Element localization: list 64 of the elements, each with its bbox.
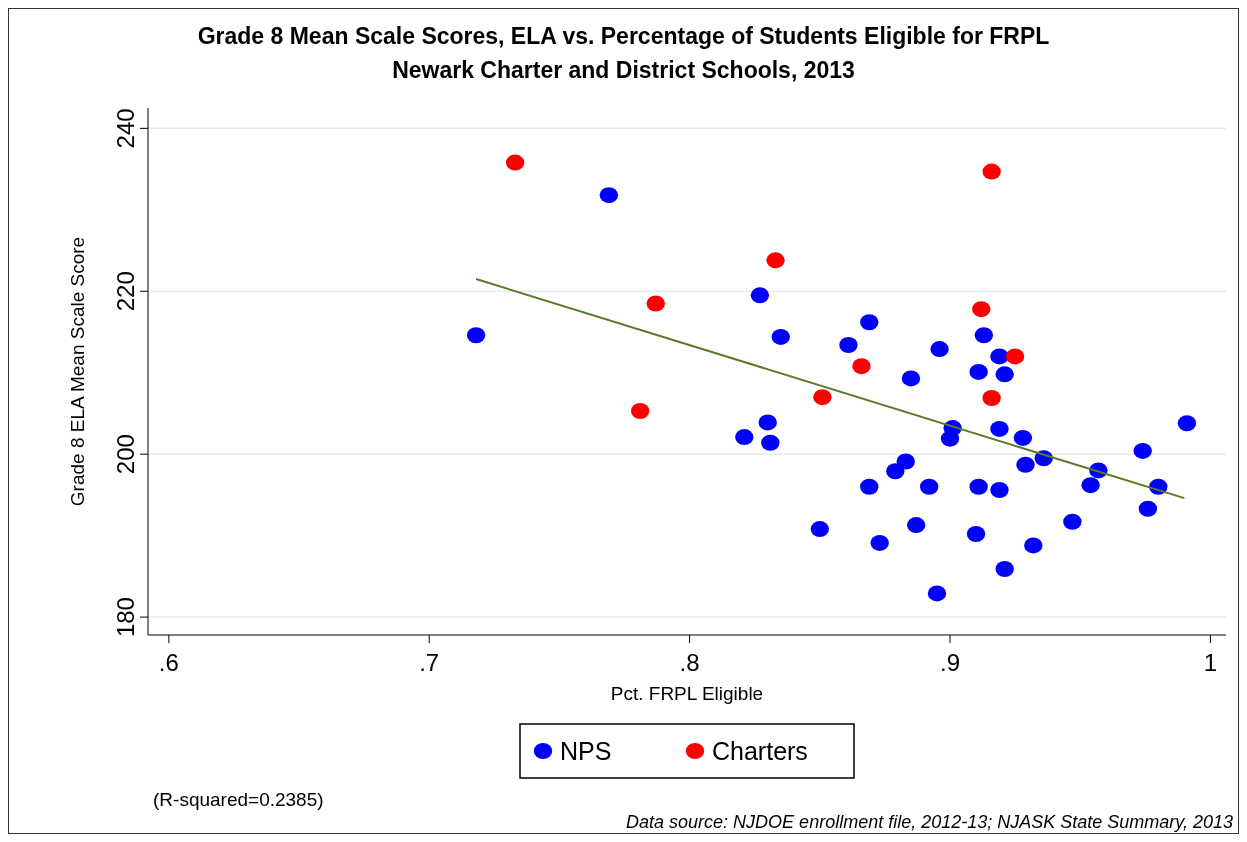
point bbox=[1005, 348, 1025, 365]
point bbox=[1013, 429, 1033, 446]
point bbox=[771, 328, 790, 345]
point bbox=[982, 389, 1001, 406]
x-tick-label: 1 bbox=[1203, 649, 1218, 676]
point bbox=[966, 526, 986, 542]
point bbox=[995, 561, 1014, 578]
text: (R-squared=0.2385) bbox=[153, 789, 324, 810]
point bbox=[1024, 537, 1043, 554]
chart-subtitle: Newark Charter and District Schools, 2013 bbox=[392, 57, 855, 83]
y-tick-label: 240 bbox=[112, 108, 139, 149]
point bbox=[839, 337, 858, 354]
point bbox=[982, 163, 1001, 180]
point bbox=[766, 252, 785, 269]
point bbox=[735, 429, 754, 446]
point bbox=[1177, 415, 1197, 432]
point bbox=[1063, 513, 1082, 530]
x-tick-label: .6 bbox=[158, 649, 179, 676]
point bbox=[810, 521, 829, 538]
chart-title: Grade 8 Mean Scale Scores, ELA vs. Percentage of Students Eligible for FRPL bbox=[197, 23, 1050, 49]
point bbox=[1138, 500, 1158, 517]
point bbox=[919, 478, 939, 495]
point bbox=[852, 358, 871, 375]
point bbox=[860, 314, 879, 331]
x-tick-label: .7 bbox=[419, 649, 440, 676]
source-note: Data source: NJDOE enrollment file, 2012-13; NJASK State Summary, 2013 bbox=[626, 812, 1233, 832]
point bbox=[813, 389, 832, 406]
point bbox=[995, 366, 1014, 383]
point bbox=[927, 585, 947, 602]
point bbox=[969, 363, 988, 380]
point bbox=[969, 478, 988, 495]
legend-label: NPS bbox=[560, 737, 612, 765]
point bbox=[940, 430, 960, 447]
point bbox=[750, 287, 770, 304]
legend-label: Charters bbox=[712, 737, 808, 765]
point bbox=[901, 370, 921, 387]
point bbox=[860, 478, 879, 495]
point bbox=[990, 482, 1009, 499]
point bbox=[1016, 456, 1035, 473]
point bbox=[466, 327, 486, 344]
x-tick-label: .9 bbox=[939, 649, 960, 676]
point bbox=[646, 295, 665, 312]
point bbox=[505, 154, 525, 171]
y-tick-label: 200 bbox=[112, 434, 139, 475]
point bbox=[990, 420, 1009, 437]
point bbox=[974, 327, 994, 344]
point bbox=[886, 463, 905, 480]
point bbox=[758, 414, 777, 431]
point bbox=[972, 301, 991, 318]
point bbox=[1081, 477, 1100, 494]
point bbox=[990, 348, 1009, 365]
y-tick-label: 180 bbox=[112, 597, 139, 638]
y-tick-label: 220 bbox=[112, 271, 139, 312]
x-tick-label: .8 bbox=[679, 649, 700, 676]
point bbox=[870, 534, 889, 551]
point bbox=[1133, 442, 1152, 459]
point bbox=[906, 517, 926, 534]
point bbox=[599, 187, 619, 204]
point bbox=[896, 453, 915, 470]
point bbox=[930, 341, 949, 358]
point bbox=[630, 403, 650, 420]
y-axis-title: Grade 8 ELA Mean Scale Score bbox=[67, 236, 88, 507]
point bbox=[761, 434, 780, 451]
x-axis-title: Pct. FRPL Eligible bbox=[610, 683, 764, 704]
